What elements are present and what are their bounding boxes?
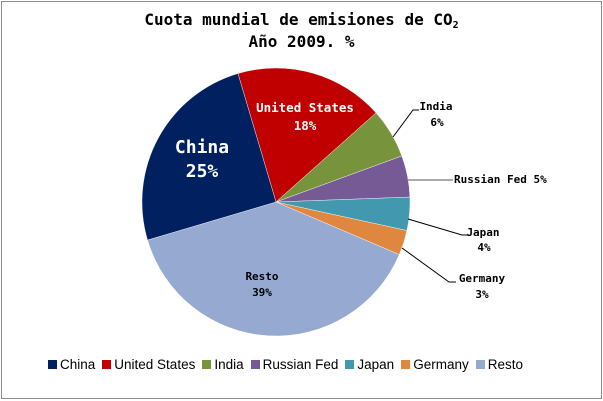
india-leader-line [392,109,419,138]
pie-slice-united-states [237,67,377,203]
germany-leader-line [401,247,456,283]
japan-leader-line [407,218,469,236]
legend-label: Japan [357,356,395,372]
legend-label: China [60,356,96,372]
legend-item-india: India [202,356,244,372]
legend-item-china: China [48,357,95,372]
legend-swatch [401,359,411,369]
legend-label: Germany [413,356,469,372]
pie-slice-resto [147,201,400,337]
resto-label-name: Resto [245,270,278,283]
us-label-name: United States [256,100,354,115]
pie-slice-china [141,73,277,241]
chart-title: Cuota mundial de emisiones de CO2 Año 20… [0,9,603,53]
legend-item-resto: Resto [475,356,524,372]
legend-swatch [48,359,57,369]
legend-item-russian-fed: Russian Fed [250,356,339,372]
russia-label: Russian Fed 5% [454,173,547,186]
legend-label: India [214,356,244,372]
chart-subtitle: Año 2009. % [248,32,355,51]
resto-label-pct: 39% [252,286,272,299]
legend-label: United States [114,356,196,372]
china-label-pct: 25% [186,161,219,182]
japan-label-pct: 4% [477,241,491,254]
china-label-name: China [175,137,229,158]
germany-label-pct: 3% [475,288,489,301]
india-label-name: India [419,100,452,113]
germany-label-name: Germany [459,272,506,285]
legend-label: Resto [487,356,524,372]
legend-swatch [475,359,485,369]
title-subscript: 2 [452,20,459,31]
title-text: Cuota mundial de emisiones de CO [144,10,453,29]
india-label-pct: 6% [430,116,444,129]
pie-slices [141,67,411,337]
legend-swatch [250,359,260,369]
chart-legend: China United States India Russian Fed Ja… [48,355,530,373]
legend-swatch [102,359,112,369]
japan-label-name: Japan [466,226,499,239]
legend-item-germany: Germany [401,357,469,372]
legend-label: Russian Fed [262,356,339,372]
chart-title-line1: Cuota mundial de emisiones de CO2 [0,9,603,31]
us-label-pct: 18% [294,118,317,133]
legend-item-united-states: United States [102,357,195,372]
legend-swatch [202,359,212,369]
legend-item-japan: Japan [345,357,394,372]
legend-swatch [345,359,355,369]
